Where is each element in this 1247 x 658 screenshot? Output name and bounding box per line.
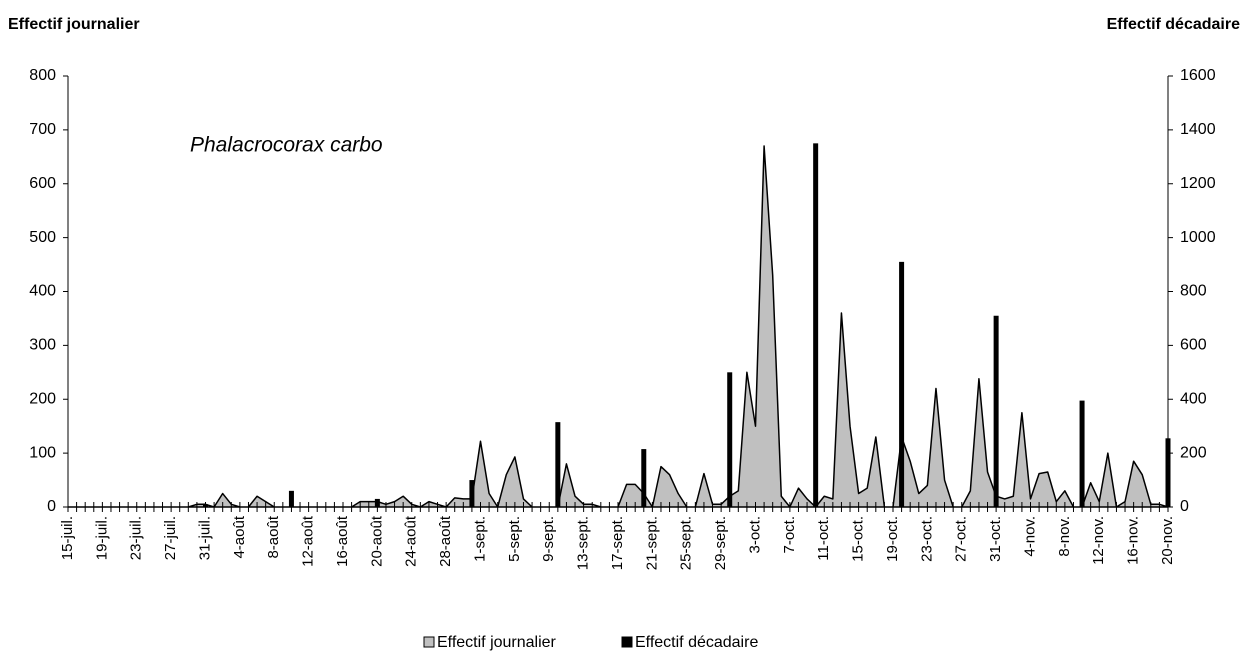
y2-tick-label: 600	[1180, 337, 1207, 354]
y2-tick-label: 0	[1180, 498, 1189, 515]
y2-axis-label: Effectif décadaire	[1107, 16, 1240, 33]
x-tick-label: 4-août	[231, 515, 248, 558]
y2-tick-label: 1400	[1180, 121, 1216, 138]
x-tick-label: 16-nov.	[1125, 516, 1142, 565]
x-tick-label: 8-nov.	[1056, 516, 1073, 557]
y-tick-label: 0	[47, 498, 56, 515]
area	[67, 145, 1169, 508]
x-tick-label: 11-oct.	[815, 516, 832, 561]
bar	[555, 422, 561, 507]
legend-swatch	[621, 636, 633, 648]
x-tick-label: 28-août	[437, 515, 454, 567]
bar	[641, 449, 647, 507]
x-tick-label: 8-août	[265, 515, 282, 558]
bar	[899, 261, 905, 507]
x-tick-label: 17-sept.	[609, 516, 626, 570]
bar	[813, 143, 819, 507]
bar	[727, 372, 733, 507]
x-tick-label: 16-août	[334, 515, 351, 567]
y2-tick-label: 1000	[1180, 229, 1216, 246]
x-tick-label: 12-nov.	[1090, 516, 1107, 565]
x-tick-label: 15-juil.	[59, 516, 76, 560]
x-tick-label: 4-nov.	[1021, 516, 1038, 557]
y2-tick-label: 1600	[1180, 67, 1216, 84]
y-axis-label: Effectif journalier	[8, 16, 140, 33]
x-tick-label: 15-oct.	[850, 516, 867, 562]
x-tick-label: 19-juil.	[93, 516, 110, 560]
x-tick-label: 31-juil.	[196, 516, 213, 560]
y2-tick-label: 400	[1180, 390, 1207, 407]
legend-swatch	[423, 636, 435, 648]
x-tick-label: 24-août	[403, 515, 420, 567]
annotation: Phalacrocorax carbo	[190, 134, 383, 157]
bar	[993, 315, 999, 507]
x-tick-label: 23-juil.	[128, 516, 145, 560]
y-tick-label: 200	[29, 390, 56, 407]
bar	[469, 480, 475, 507]
x-tick-label: 25-sept.	[678, 516, 695, 570]
y-tick-label: 100	[29, 444, 56, 461]
x-tick-label: 23-oct.	[918, 516, 935, 562]
y2-tick-label: 200	[1180, 444, 1207, 461]
x-tick-label: 19-oct.	[884, 516, 901, 562]
legend-label: Effectif journalier	[437, 634, 557, 651]
x-tick-label: 5-sept.	[506, 516, 523, 562]
x-tick-label: 20-nov.	[1159, 516, 1176, 565]
bar	[1079, 400, 1085, 507]
x-tick-label: 27-juil.	[162, 516, 179, 560]
x-tick-label: 31-oct.	[987, 516, 1004, 562]
x-tick-label: 20-août	[368, 515, 385, 567]
x-tick-label: 9-sept.	[540, 516, 557, 562]
x-tick-label: 29-sept.	[712, 516, 729, 570]
y-tick-label: 500	[29, 229, 56, 246]
x-tick-label: 21-sept.	[643, 516, 660, 570]
y2-tick-label: 1200	[1180, 175, 1216, 192]
y2-tick-label: 800	[1180, 283, 1207, 300]
x-tick-label: 13-sept.	[575, 516, 592, 570]
y-tick-label: 600	[29, 175, 56, 192]
y-tick-label: 700	[29, 121, 56, 138]
x-tick-label: 27-oct.	[953, 516, 970, 562]
y-tick-label: 800	[29, 67, 56, 84]
x-tick-label: 7-oct.	[781, 516, 798, 554]
y-tick-label: 300	[29, 337, 56, 354]
x-tick-label: 12-août	[300, 515, 317, 567]
legend-label: Effectif décadaire	[635, 634, 758, 651]
bar	[288, 490, 294, 507]
y-tick-label: 400	[29, 283, 56, 300]
x-tick-label: 3-oct.	[746, 516, 763, 554]
x-tick-label: 1-sept.	[471, 516, 488, 562]
